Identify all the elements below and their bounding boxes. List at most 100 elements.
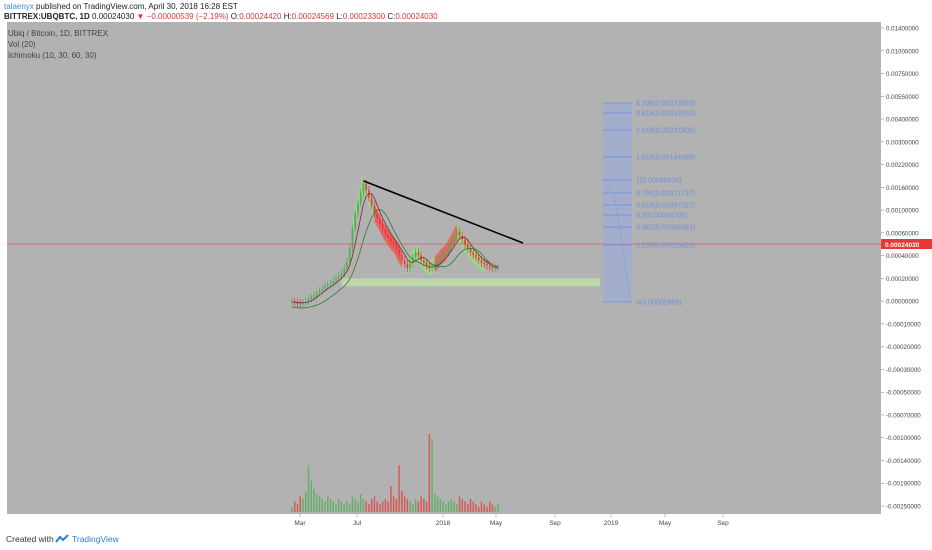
- current-price-tag: [881, 239, 932, 249]
- volume-bar: [310, 480, 312, 512]
- volume-bar: [335, 504, 337, 512]
- ichimoku-legend: Ichimoku (10, 30, 60, 30): [8, 51, 97, 60]
- x-tick-label: May: [490, 520, 503, 527]
- y-tick-label: 0.00060000: [886, 230, 919, 237]
- candle-body: [491, 266, 494, 268]
- volume-bar: [332, 501, 334, 512]
- candle-body: [329, 283, 332, 285]
- candle-body: [466, 244, 469, 249]
- current-price-label: 0.00024030: [885, 242, 920, 249]
- close-label: C:: [387, 12, 396, 21]
- volume-bar: [299, 496, 301, 512]
- symbol-label: BITTREX:UBQBTC, 1D: [4, 12, 90, 21]
- created-with-text: Created with: [6, 534, 54, 544]
- volume-bar: [483, 504, 486, 512]
- volume-bar: [340, 501, 343, 512]
- volume-bar: [294, 501, 296, 512]
- candle-body: [464, 239, 466, 245]
- candle-body: [365, 183, 367, 190]
- y-tick-label: 0.00400000: [886, 117, 919, 124]
- volume-bar: [469, 499, 472, 512]
- volume-bar: [307, 465, 310, 512]
- volume-bar: [494, 506, 496, 512]
- volume-bar: [395, 499, 398, 512]
- candle-body: [310, 297, 313, 300]
- candle-body: [445, 252, 447, 255]
- volume-bar: [329, 499, 332, 512]
- volume-bar: [351, 496, 354, 512]
- volume-bar: [475, 504, 477, 512]
- candle-body: [373, 205, 376, 214]
- candle-body: [299, 303, 302, 305]
- fib-level-label: 0.382(0.00036391): [636, 225, 695, 232]
- candle-body: [321, 288, 324, 291]
- volume-bar: [450, 499, 453, 512]
- price-change: ▼ −0.00000539 (−2.19%): [136, 12, 229, 21]
- y-tick-label: -0.00070000: [886, 412, 921, 419]
- y-tick-label: -0.00190000: [886, 481, 921, 488]
- author-link[interactable]: talaenyx: [4, 2, 34, 11]
- plot-background: [7, 22, 881, 514]
- candle-body: [483, 262, 486, 265]
- y-tick-label: 0.01000000: [886, 48, 919, 55]
- price-chart[interactable]: Ubiq / Bitcoin, 1D, BITTREX Vol (20) Ich…: [0, 22, 932, 528]
- candle-body: [472, 252, 475, 255]
- volume-bar: [348, 504, 351, 512]
- candle-body: [307, 299, 310, 302]
- candle-body: [398, 249, 400, 255]
- candle-body: [324, 286, 326, 289]
- y-tick-label: 0.00220000: [886, 162, 919, 169]
- chart-header: talaenyx published on TradingView.com, A…: [0, 0, 932, 22]
- candle-body: [332, 281, 335, 284]
- price-axis-background: [881, 22, 932, 528]
- candle-body: [346, 261, 348, 268]
- y-tick-label: 0.00550000: [886, 94, 919, 101]
- fib-box: [603, 103, 632, 302]
- volume-bar: [313, 488, 315, 512]
- volume-bar: [453, 501, 455, 512]
- candle-body: [351, 229, 354, 249]
- candle-body: [362, 183, 365, 193]
- candle-body: [488, 265, 491, 267]
- volume-bar: [379, 504, 381, 512]
- low-value: 0.00023300: [342, 12, 386, 21]
- candle-body: [497, 266, 499, 268]
- base-line: [291, 208, 499, 309]
- candle-body: [442, 255, 444, 258]
- volume-bar: [491, 504, 494, 512]
- open-value: 0.00024420: [239, 12, 282, 21]
- candle-body: [417, 252, 420, 255]
- x-tick-label: May: [659, 520, 672, 527]
- y-tick-label: 0.00160000: [886, 185, 919, 192]
- volume-bar: [370, 499, 373, 512]
- tradingview-brand[interactable]: TradingView: [72, 534, 119, 544]
- candle-body: [357, 203, 359, 214]
- candle-body: [379, 218, 381, 224]
- candle-body: [302, 302, 304, 304]
- trendline: [363, 180, 524, 244]
- volume-bar: [486, 506, 488, 512]
- published-text: published on TradingView.com, April 30, …: [36, 2, 238, 11]
- conversion-line: [291, 192, 499, 304]
- y-tick-label: -0.00250000: [886, 504, 921, 511]
- candle-body: [403, 260, 406, 265]
- candle-body: [406, 264, 409, 268]
- volume-bar: [387, 501, 389, 512]
- candle-body: [343, 268, 345, 274]
- x-tick-label: Mar: [294, 520, 306, 527]
- candle-body: [469, 248, 472, 253]
- chart-area[interactable]: Ubiq / Bitcoin, 1D, BITTREX Vol (20) Ich…: [0, 22, 932, 528]
- fib-path: [602, 179, 631, 299]
- publish-line: talaenyx published on TradingView.com, A…: [4, 2, 238, 11]
- candle-body: [384, 229, 387, 235]
- volume-bar: [291, 506, 293, 512]
- candle-body: [453, 236, 455, 242]
- candle-body: [414, 252, 417, 258]
- open-label: O:: [230, 12, 240, 21]
- y-tick-label: -0.00020000: [886, 344, 921, 351]
- candle-body: [381, 223, 384, 229]
- fib-level-label: 3.618(0.00319350): [636, 111, 695, 118]
- volume-bar: [439, 499, 442, 512]
- volume-bar: [365, 501, 367, 512]
- volume-legend: Vol (20): [8, 40, 36, 49]
